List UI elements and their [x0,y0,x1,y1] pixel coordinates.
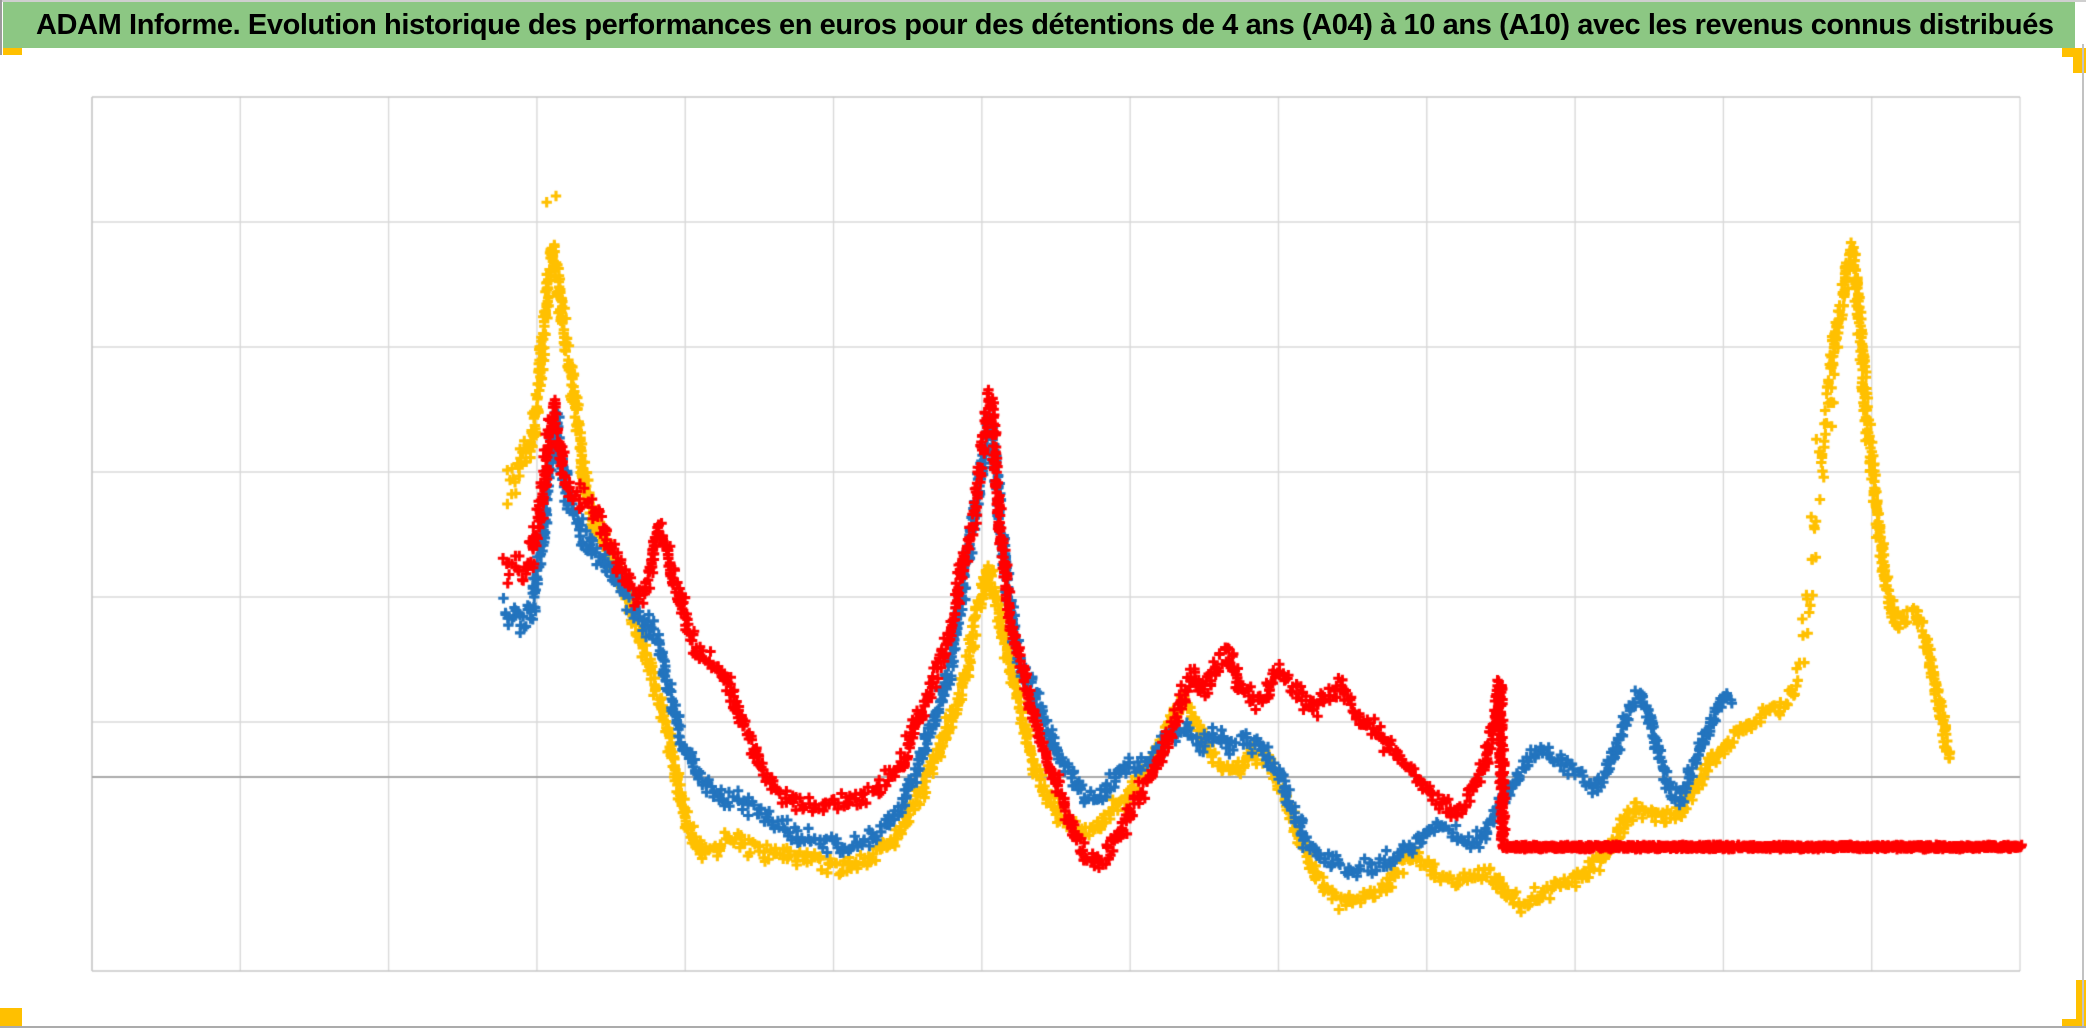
corner-mark-top-left [3,48,22,55]
corner-mark-bottom-left [0,1008,22,1026]
corner-mark-bottom-right-vertical [2076,980,2086,1027]
corner-mark-top-right-vertical [2073,48,2086,73]
window-bottom-border [0,1026,2086,1028]
window-right-border [2082,44,2084,1028]
corner-mark-bottom-right-horizontal [2062,1019,2086,1027]
